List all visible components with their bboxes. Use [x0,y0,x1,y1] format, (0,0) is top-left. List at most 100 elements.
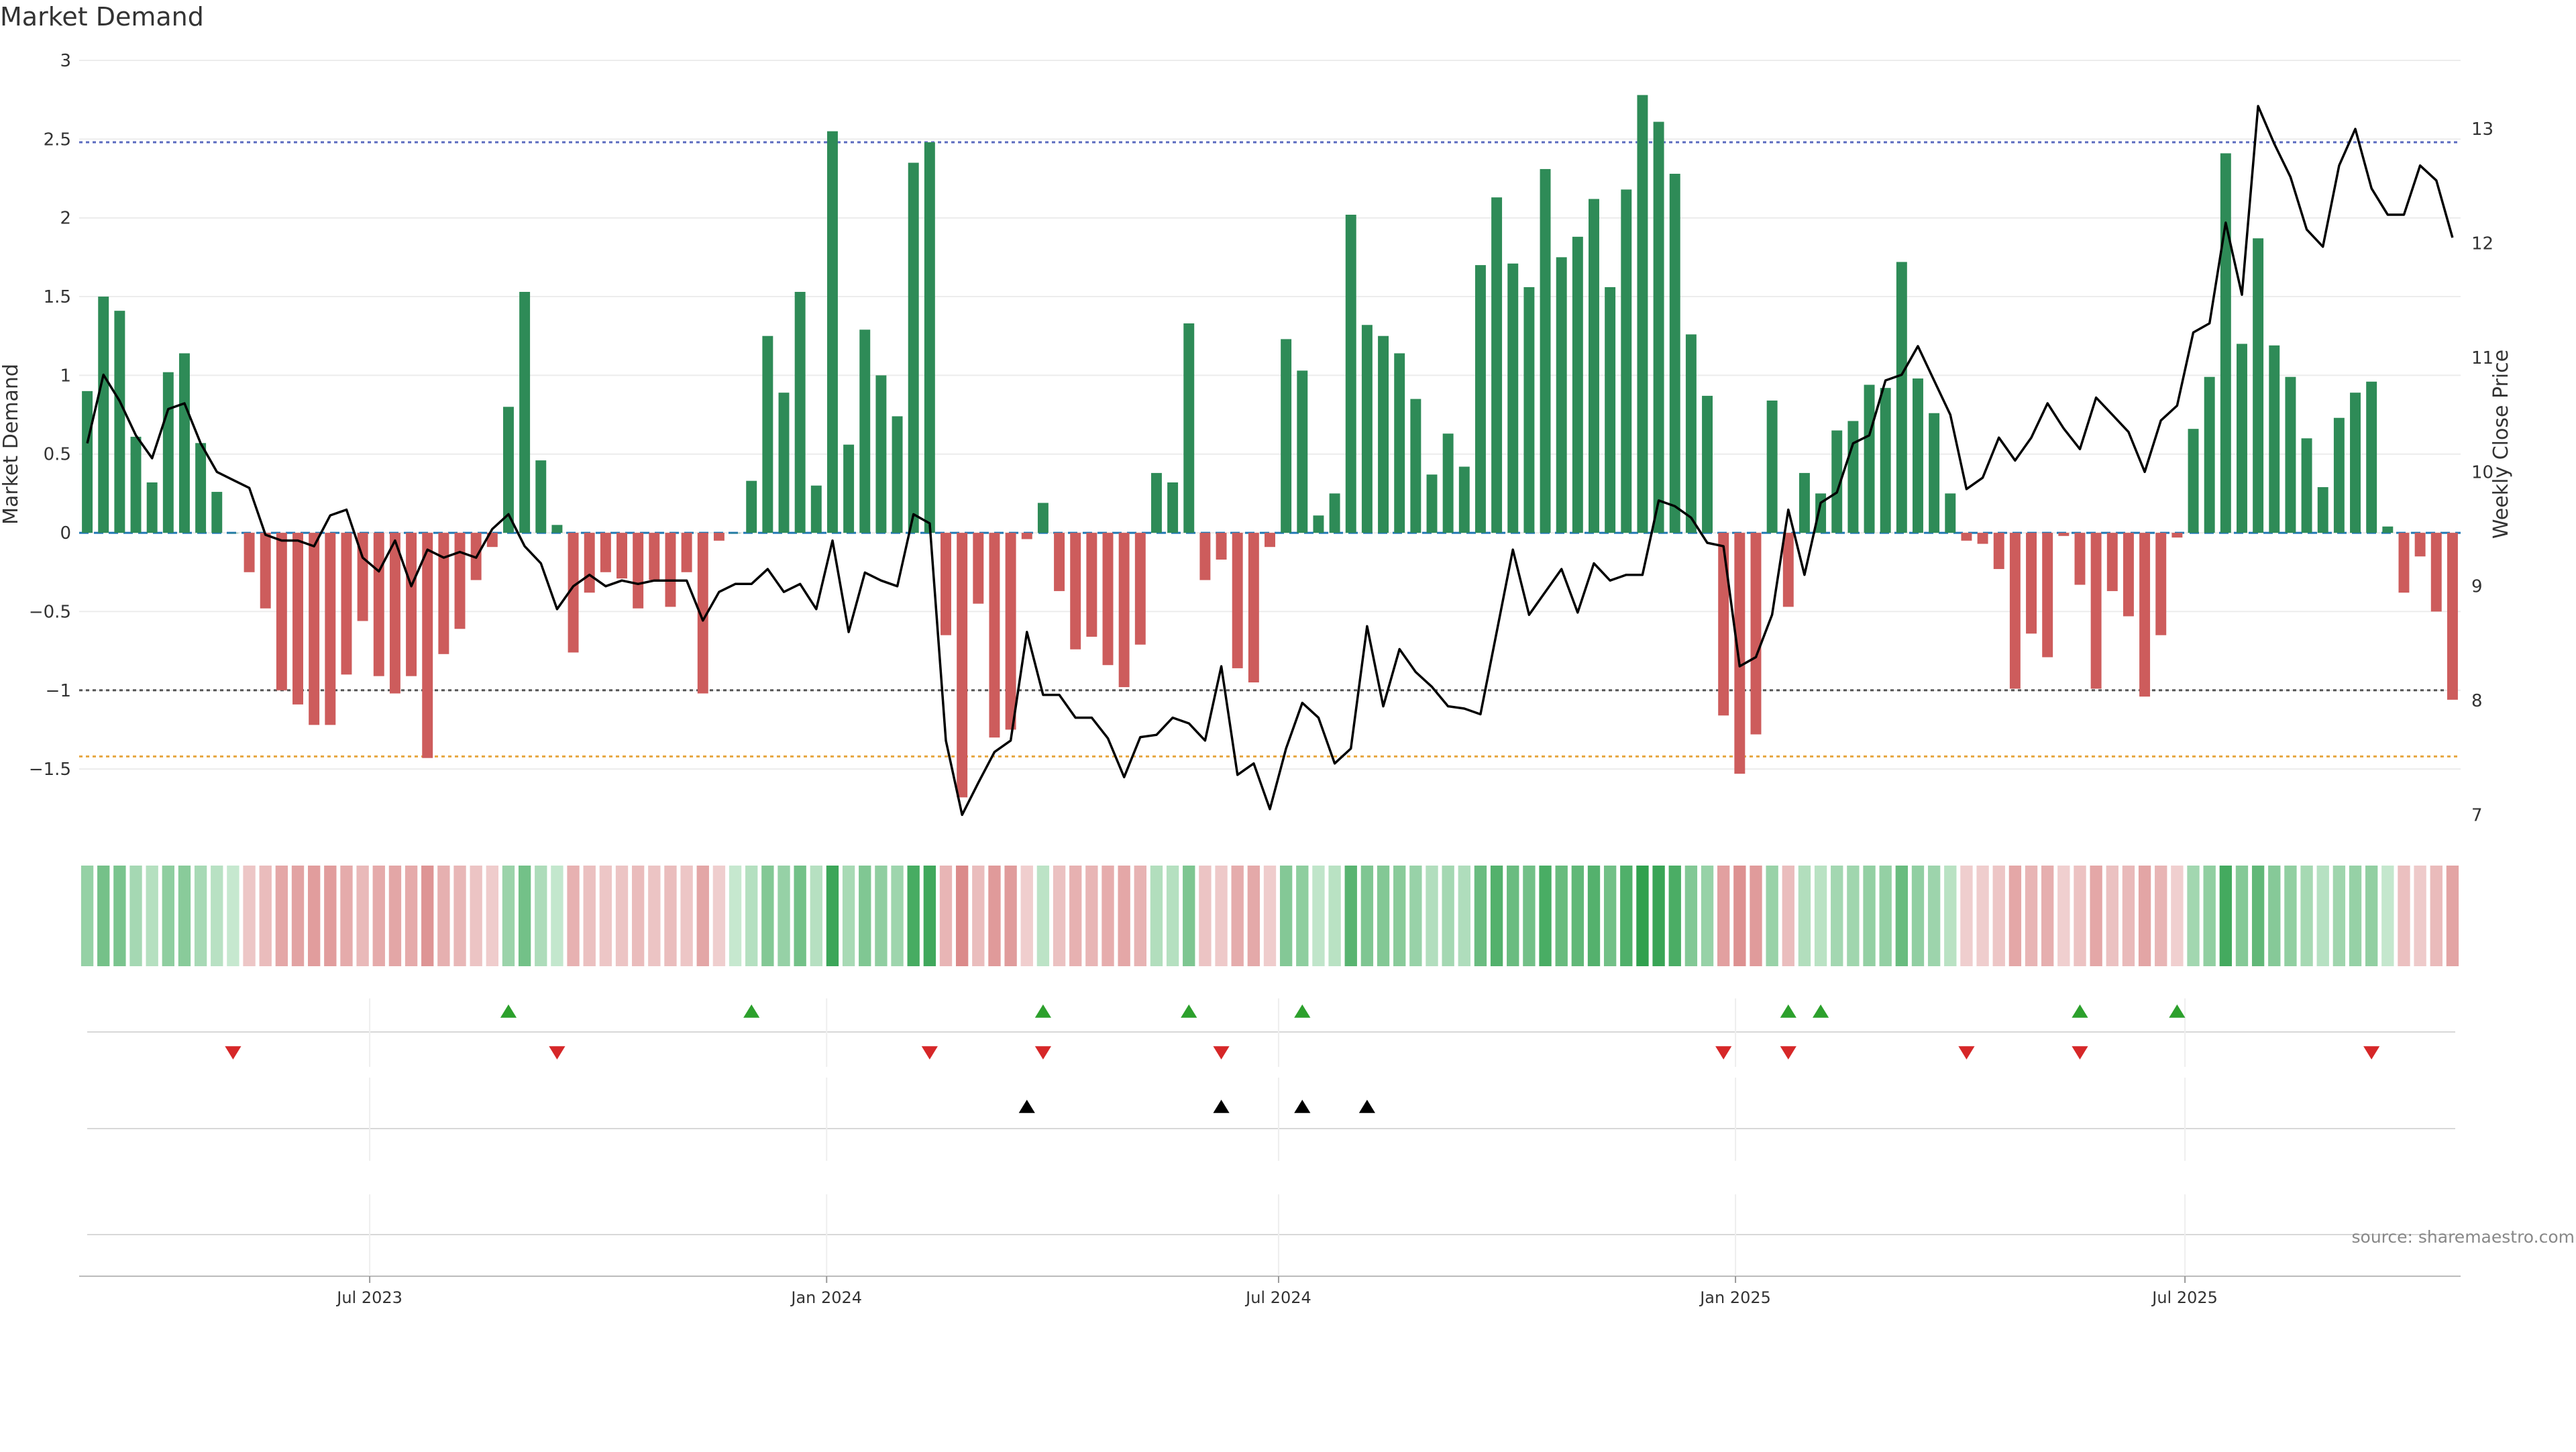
left-axis-label: Market Demand [0,364,23,525]
demand-strip-cell [1377,866,1390,966]
demand-bar [1345,215,1356,533]
flip-up-marker [1294,1004,1311,1018]
demand-bar [1458,466,1470,533]
demand-strip-cell [518,866,531,966]
demand-strip-cell [2446,866,2459,966]
demand-bar [681,533,692,572]
demand-bar [2042,533,2053,658]
demand-bar [195,443,207,533]
demand-strip-cell [388,866,402,966]
flip-up-marker [2169,1004,2186,1018]
demand-strip-cell [227,866,239,966]
demand-strip-cell [324,866,337,966]
demand-bar [1929,413,1940,533]
demand-bar [1491,197,1503,533]
demand-strip-cell [1474,866,1487,966]
demand-strip-cell [1782,866,1794,966]
demand-bar [1572,236,1583,533]
demand-strip-cell [1231,866,1244,966]
demand-bar [2430,533,2442,612]
flip-down-marker [1715,1046,1732,1059]
demand-strip-cell [129,866,142,966]
demand-strip-cell [1879,866,1892,966]
demand-bar [1669,173,1680,533]
demand-strip-cell [2008,866,2022,966]
demand-bar [2366,381,2377,533]
demand-strip-cell [1328,866,1341,966]
demand-bar [486,533,498,548]
demand-strip-cell [2251,866,2265,966]
demand-bar [746,480,757,533]
x-tick-label: Jan 2025 [1699,1288,1771,1307]
demand-bar [1426,474,1438,533]
demand-strip-cell [113,866,126,966]
price-cross-marker [1358,1100,1375,1113]
demand-bar [1167,482,1179,533]
left-tick-label: 3 [60,51,71,71]
demand-strip-cell [437,866,450,966]
flip-up-marker [500,1004,517,1018]
demand-bar [2058,533,2070,536]
demand-strip-cell [1409,866,1422,966]
demand-bar [406,533,417,676]
demand-strip-cell [1831,866,1843,966]
demand-bar [1329,493,1340,533]
demand-bar [1540,168,1551,533]
demand-bar [1913,378,1923,533]
demand-bar [1297,370,1308,533]
price-cross-marker [1018,1100,1035,1113]
demand-bar [2285,376,2296,533]
demand-strip-cell [1733,866,1746,966]
demand-bar [2220,153,2231,533]
demand-strip-cell [259,866,272,966]
demand-bar [875,375,887,533]
demand-bar [2398,533,2410,593]
flip-up-marker [743,1004,760,1018]
demand-bar [1265,533,1275,548]
demand-bar [908,162,919,533]
demand-bar [2139,533,2151,697]
demand-bar [1621,189,1632,533]
demand-strip-cell [664,866,677,966]
right-tick-label: 12 [2471,234,2493,254]
demand-bar [1232,533,1243,668]
demand-bar [1005,533,1016,730]
left-tick-label: 0.5 [44,445,71,465]
demand-strip-cell [648,866,661,966]
chart-title: Market Demand [0,2,204,32]
demand-bar [1281,339,1292,533]
left-tick-label: 0 [60,523,71,543]
demand-bar [2009,533,2021,689]
demand-bar [1037,503,1049,533]
demand-bar [276,533,287,690]
demand-bar [1410,399,1421,533]
demand-bar [826,131,838,533]
demand-strip-cell [1587,866,1601,966]
demand-strip-cell [1426,866,1438,966]
demand-strip-cell [2381,866,2394,966]
demand-strip-cell [1847,866,1860,966]
demand-strip-cell [794,866,806,966]
demand-bar [1734,533,1746,774]
demand-bar [309,533,320,725]
flip-up-marker [2072,1004,2088,1018]
demand-strip-cell [1442,866,1454,966]
right-tick-label: 9 [2471,577,2483,597]
demand-strip-cell [178,866,191,966]
demand-strip-cell [372,866,385,966]
demand-bar [892,416,903,533]
demand-bar [1847,421,1859,533]
demand-strip-cell [2300,866,2313,966]
demand-bar [957,533,968,798]
x-tick-label: Jul 2025 [2151,1288,2218,1307]
demand-bar [2204,376,2215,533]
demand-strip-cell [826,866,839,966]
demand-bar [82,391,93,533]
demand-strip-cell [2122,866,2135,966]
demand-strip-cell [2284,866,2297,966]
demand-bar [1118,533,1130,688]
demand-strip-cell [1150,866,1163,966]
demand-bar [941,533,951,635]
demand-strip-cell [2187,866,2200,966]
